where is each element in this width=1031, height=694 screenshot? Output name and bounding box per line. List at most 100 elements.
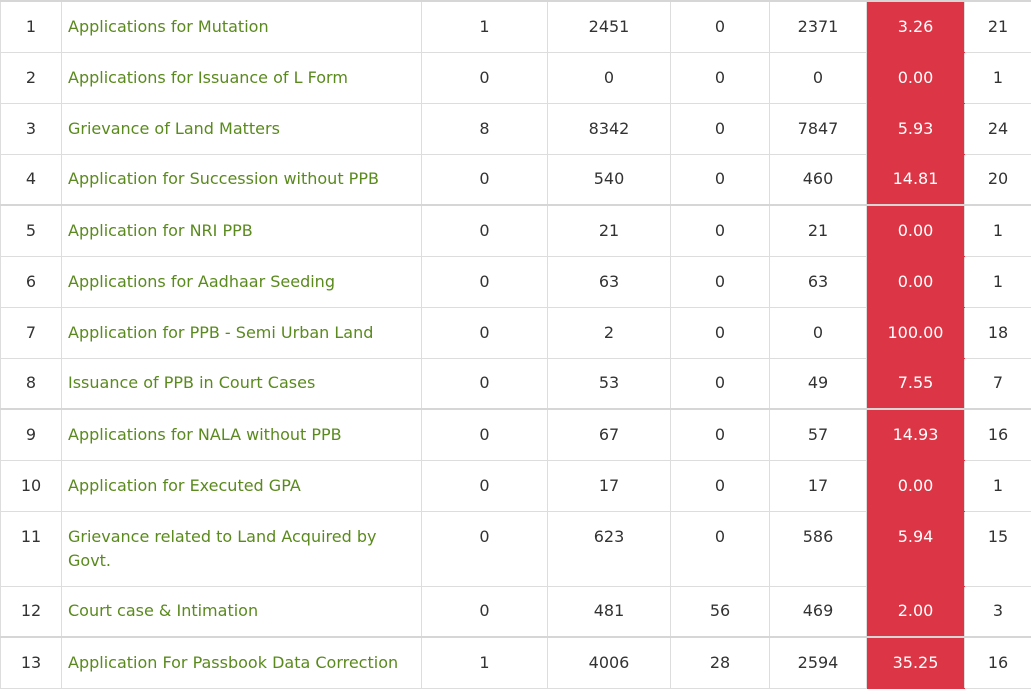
percentage-cell: 14.81 bbox=[866, 153, 965, 206]
count-cell: 53 bbox=[547, 357, 671, 410]
count-cell: 16 bbox=[964, 636, 1031, 689]
count-cell: 469 bbox=[769, 585, 867, 638]
serial-number: 7 bbox=[0, 306, 62, 359]
count-cell: 0 bbox=[670, 306, 770, 359]
count-cell: 21 bbox=[964, 0, 1031, 53]
count-cell: 0 bbox=[421, 255, 548, 308]
serial-number: 3 bbox=[0, 102, 62, 155]
count-cell: 0 bbox=[421, 459, 548, 512]
serial-number: 4 bbox=[0, 153, 62, 206]
count-cell: 16 bbox=[964, 408, 1031, 461]
serial-number: 9 bbox=[0, 408, 62, 461]
count-cell: 18 bbox=[964, 306, 1031, 359]
service-link[interactable]: Applications for NALA without PPB bbox=[68, 424, 342, 444]
service-link[interactable]: Applications for Mutation bbox=[68, 16, 269, 36]
count-cell: 0 bbox=[670, 357, 770, 410]
count-cell: 0 bbox=[421, 510, 548, 587]
service-link[interactable]: Applications for Issuance of L Form bbox=[68, 67, 348, 87]
serial-number: 5 bbox=[0, 204, 62, 257]
serial-number: 6 bbox=[0, 255, 62, 308]
count-cell: 0 bbox=[421, 204, 548, 257]
count-cell: 0 bbox=[670, 51, 770, 104]
percentage-cell: 5.94 bbox=[866, 510, 965, 587]
count-cell: 623 bbox=[547, 510, 671, 587]
table-row: 1 Applications for Mutation 1 2451 0 237… bbox=[0, 0, 1031, 53]
count-cell: 49 bbox=[769, 357, 867, 410]
table-row: 12 Court case & Intimation 0 481 56 469 … bbox=[0, 585, 1031, 638]
service-link[interactable]: Grievance of Land Matters bbox=[68, 118, 280, 138]
serial-number: 11 bbox=[0, 510, 62, 587]
count-cell: 20 bbox=[964, 153, 1031, 206]
count-cell: 2 bbox=[547, 306, 671, 359]
service-link[interactable]: Application for NRI PPB bbox=[68, 220, 253, 240]
service-link[interactable]: Court case & Intimation bbox=[68, 601, 259, 621]
count-cell: 63 bbox=[547, 255, 671, 308]
count-cell: 28 bbox=[670, 636, 770, 689]
table-row: 9 Applications for NALA without PPB 0 67… bbox=[0, 408, 1031, 461]
count-cell: 0 bbox=[421, 408, 548, 461]
percentage-cell: 0.00 bbox=[866, 459, 965, 512]
count-cell: 586 bbox=[769, 510, 867, 587]
percentage-cell: 35.25 bbox=[866, 636, 965, 689]
table-row: 2 Applications for Issuance of L Form 0 … bbox=[0, 51, 1031, 104]
service-link[interactable]: Issuance of PPB in Court Cases bbox=[68, 373, 316, 393]
count-cell: 3 bbox=[964, 585, 1031, 638]
count-cell: 8342 bbox=[547, 102, 671, 155]
count-cell: 7 bbox=[964, 357, 1031, 410]
table-row: 13 Application For Passbook Data Correct… bbox=[0, 636, 1031, 689]
percentage-cell: 0.00 bbox=[866, 255, 965, 308]
percentage-cell: 0.00 bbox=[866, 204, 965, 257]
count-cell: 1 bbox=[964, 459, 1031, 512]
count-cell: 2451 bbox=[547, 0, 671, 53]
service-link[interactable]: Application for PPB - Semi Urban Land bbox=[68, 322, 374, 342]
serial-number: 12 bbox=[0, 585, 62, 638]
service-link[interactable]: Applications for Aadhaar Seeding bbox=[68, 271, 335, 291]
count-cell: 4006 bbox=[547, 636, 671, 689]
table-row: 7 Application for PPB - Semi Urban Land … bbox=[0, 306, 1031, 359]
count-cell: 21 bbox=[547, 204, 671, 257]
count-cell: 0 bbox=[421, 51, 548, 104]
serial-number: 13 bbox=[0, 636, 62, 689]
count-cell: 0 bbox=[547, 51, 671, 104]
count-cell: 0 bbox=[421, 306, 548, 359]
count-cell: 2594 bbox=[769, 636, 867, 689]
service-link[interactable]: Application For Passbook Data Correction bbox=[68, 652, 399, 672]
count-cell: 460 bbox=[769, 153, 867, 206]
serial-number: 8 bbox=[0, 357, 62, 410]
count-cell: 0 bbox=[421, 153, 548, 206]
service-link[interactable]: Grievance related to Land Acquired by Go… bbox=[68, 526, 377, 570]
percentage-cell: 0.00 bbox=[866, 51, 965, 104]
table-row: 5 Application for NRI PPB 0 21 0 21 0.00… bbox=[0, 204, 1031, 257]
count-cell: 0 bbox=[769, 306, 867, 359]
count-cell: 2371 bbox=[769, 0, 867, 53]
service-link[interactable]: Application for Succession without PPB bbox=[68, 169, 379, 189]
count-cell: 15 bbox=[964, 510, 1031, 587]
count-cell: 17 bbox=[769, 459, 867, 512]
count-cell: 0 bbox=[670, 459, 770, 512]
count-cell: 0 bbox=[421, 585, 548, 638]
serial-number: 1 bbox=[0, 0, 62, 53]
table-row: 11 Grievance related to Land Acquired by… bbox=[0, 510, 1031, 587]
count-cell: 0 bbox=[670, 0, 770, 53]
count-cell: 0 bbox=[769, 51, 867, 104]
count-cell: 57 bbox=[769, 408, 867, 461]
count-cell: 0 bbox=[670, 153, 770, 206]
count-cell: 8 bbox=[421, 102, 548, 155]
count-cell: 1 bbox=[421, 0, 548, 53]
count-cell: 1 bbox=[964, 51, 1031, 104]
service-link[interactable]: Application for Executed GPA bbox=[68, 475, 301, 495]
percentage-cell: 2.00 bbox=[866, 585, 965, 638]
table-row: 3 Grievance of Land Matters 8 8342 0 784… bbox=[0, 102, 1031, 155]
percentage-cell: 5.93 bbox=[866, 102, 965, 155]
count-cell: 7847 bbox=[769, 102, 867, 155]
percentage-cell: 14.93 bbox=[866, 408, 965, 461]
count-cell: 0 bbox=[670, 255, 770, 308]
count-cell: 63 bbox=[769, 255, 867, 308]
serial-number: 2 bbox=[0, 51, 62, 104]
serial-number: 10 bbox=[0, 459, 62, 512]
percentage-cell: 100.00 bbox=[866, 306, 965, 359]
count-cell: 540 bbox=[547, 153, 671, 206]
table-row: 8 Issuance of PPB in Court Cases 0 53 0 … bbox=[0, 357, 1031, 410]
count-cell: 67 bbox=[547, 408, 671, 461]
